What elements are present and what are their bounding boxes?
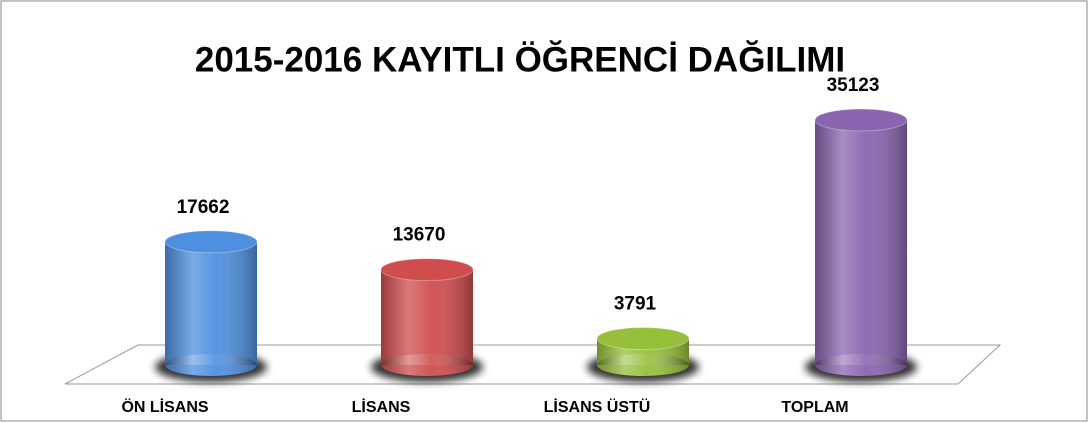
bar-shade [381, 269, 473, 365]
bar-top [380, 258, 474, 282]
bar-shade [165, 241, 257, 365]
x-tick-label: TOPLAM [781, 399, 848, 416]
bar-top [164, 230, 258, 254]
value-label: 3791 [614, 294, 657, 315]
bar-top [596, 327, 690, 351]
chart-title: 2015-2016 KAYITLI ÖĞRENCİ DAĞILIMI [195, 39, 845, 79]
bar-shade [815, 120, 907, 365]
value-label: 35123 [827, 75, 880, 96]
value-label: 13670 [393, 225, 446, 246]
value-label: 17662 [177, 197, 230, 218]
x-tick-label: LİSANS ÜSTÜ [544, 397, 651, 416]
x-tick-label: LİSANS [352, 398, 411, 416]
bar-top [814, 108, 908, 132]
floor [64, 344, 1002, 385]
x-tick-label: ÖN LİSANS [121, 397, 208, 416]
